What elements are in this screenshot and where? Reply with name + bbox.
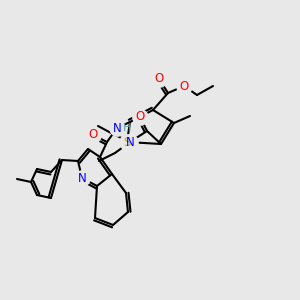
Text: N: N: [112, 122, 122, 134]
Text: S: S: [123, 136, 131, 148]
Text: O: O: [88, 128, 98, 142]
Text: N: N: [78, 172, 86, 184]
Text: H: H: [123, 123, 131, 133]
Text: O: O: [179, 80, 189, 92]
Text: O: O: [154, 73, 164, 85]
Text: N: N: [126, 136, 134, 148]
Text: O: O: [135, 110, 145, 124]
